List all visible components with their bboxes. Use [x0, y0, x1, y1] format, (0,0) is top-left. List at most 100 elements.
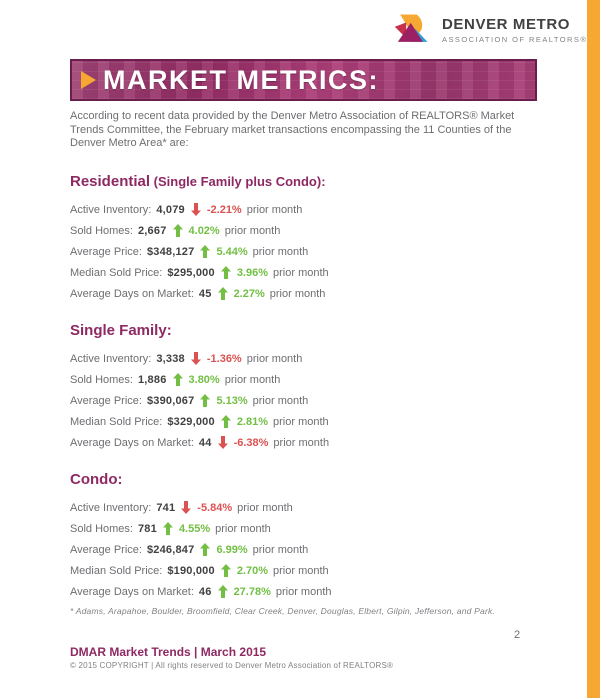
content-area: According to recent data provided by the… [70, 110, 532, 616]
metric-label: Average Days on Market: [70, 436, 194, 449]
metric-row: Median Sold Price: $295,000 3.96% prior … [70, 266, 532, 280]
metric-label: Average Days on Market: [70, 287, 194, 300]
sections: Residential (Single Family plus Condo): … [70, 171, 532, 599]
trend-arrow-icon [200, 543, 211, 557]
metric-suffix: prior month [246, 352, 303, 365]
metric-value: 46 [198, 585, 212, 598]
metric-percent: 2.27% [233, 287, 265, 300]
metric-row: Average Price: $348,127 5.44% prior mont… [70, 245, 532, 259]
metric-value: 741 [156, 501, 176, 514]
metric-percent: -1.36% [206, 352, 242, 365]
intro-paragraph: According to recent data provided by the… [70, 110, 515, 150]
section-title-sub: (Single Family plus Condo): [150, 174, 326, 190]
metric-label: Average Days on Market: [70, 585, 194, 598]
metric-value: 2,667 [137, 224, 167, 237]
metric-rows: Active Inventory: 741 -5.84% prior month… [70, 501, 532, 599]
metric-value: $295,000 [167, 266, 215, 279]
metric-label: Active Inventory: [70, 203, 152, 216]
metric-label: Active Inventory: [70, 352, 152, 365]
metric-label: Average Price: [70, 245, 142, 258]
metric-suffix: prior month [252, 245, 309, 258]
metric-value: 781 [137, 522, 157, 535]
section-title: Condo: [70, 469, 532, 488]
metric-row: Sold Homes: 781 4.55% prior month [70, 522, 532, 536]
section-title: Residential (Single Family plus Condo): [70, 171, 532, 190]
metric-rows: Active Inventory: 3,338 -1.36% prior mon… [70, 352, 532, 450]
footer-copyright: © 2015 COPYRIGHT | All rights reserved t… [70, 661, 394, 670]
metric-row: Average Price: $246,847 6.99% prior mont… [70, 543, 532, 557]
trend-arrow-icon [162, 522, 173, 536]
trend-arrow-icon [190, 203, 201, 217]
metric-percent: 4.02% [188, 224, 220, 237]
trend-arrow-icon [217, 585, 228, 599]
metric-row: Average Days on Market: 44 -6.38% prior … [70, 436, 532, 450]
metric-suffix: prior month [273, 436, 330, 449]
trend-arrow-icon [200, 245, 211, 259]
metric-value: 1,886 [137, 373, 167, 386]
logo-subtitle: ASSOCIATION OF REALTORS® [442, 35, 588, 44]
metric-row: Median Sold Price: $190,000 2.70% prior … [70, 564, 532, 578]
metric-label: Median Sold Price: [70, 564, 163, 577]
metric-suffix: prior month [252, 543, 309, 556]
metric-row: Active Inventory: 741 -5.84% prior month [70, 501, 532, 515]
metric-suffix: prior month [273, 266, 329, 279]
metric-row: Active Inventory: 4,079 -2.21% prior mon… [70, 203, 532, 217]
metric-percent: 6.99% [216, 543, 248, 556]
dmar-logo-icon [394, 14, 428, 42]
metric-percent: 5.13% [216, 394, 248, 407]
metric-percent: 27.78% [233, 585, 271, 598]
metrics-section: Single Family: Active Inventory: 3,338 -… [70, 320, 532, 450]
metric-row: Sold Homes: 1,886 3.80% prior month [70, 373, 532, 387]
market-metrics-banner: MARKET METRICS: [70, 59, 537, 101]
metric-row: Average Days on Market: 46 27.78% prior … [70, 585, 532, 599]
metric-label: Median Sold Price: [70, 415, 163, 428]
metric-percent: 2.70% [236, 564, 269, 577]
metric-value: $246,847 [146, 543, 195, 556]
trend-arrow-icon [220, 266, 231, 280]
trend-arrow-icon [220, 415, 231, 429]
section-title: Single Family: [70, 320, 532, 339]
metric-label: Sold Homes: [70, 224, 133, 237]
metric-value: 45 [198, 287, 212, 300]
metric-row: Average Days on Market: 45 2.27% prior m… [70, 287, 532, 301]
footer-title: DMAR Market Trends | March 2015 [70, 645, 267, 659]
section-title-main: Residential [70, 173, 151, 191]
metric-suffix: prior month [246, 203, 303, 216]
metric-suffix: prior month [237, 501, 293, 514]
metric-label: Active Inventory: [70, 501, 152, 514]
metric-suffix: prior month [215, 522, 271, 535]
metric-percent: -2.21% [206, 203, 242, 216]
metric-percent: 5.44% [216, 245, 248, 258]
metric-label: Median Sold Price: [70, 266, 163, 279]
metrics-section: Residential (Single Family plus Condo): … [70, 171, 532, 301]
triangle-bullet-icon [81, 71, 96, 89]
trend-arrow-icon [200, 394, 211, 408]
metric-label: Average Price: [70, 394, 142, 407]
trend-arrow-icon [190, 352, 201, 366]
trend-arrow-icon [217, 436, 228, 450]
trend-arrow-icon [181, 501, 192, 515]
metric-row: Active Inventory: 3,338 -1.36% prior mon… [70, 352, 532, 366]
metric-row: Sold Homes: 2,667 4.02% prior month [70, 224, 532, 238]
counties-footnote: * Adams, Arapahoe, Boulder, Broomfield, … [70, 606, 495, 617]
metric-percent: -6.38% [233, 436, 269, 449]
metric-suffix: prior month [224, 373, 281, 386]
metric-suffix: prior month [275, 585, 332, 598]
metric-suffix: prior month [269, 287, 326, 300]
metric-percent: 4.55% [178, 522, 211, 535]
metric-suffix: prior month [252, 394, 309, 407]
metric-percent: 2.81% [236, 415, 269, 428]
metric-value: $329,000 [167, 415, 215, 428]
metric-row: Median Sold Price: $329,000 2.81% prior … [70, 415, 532, 429]
metric-value: 4,079 [156, 203, 185, 216]
dmar-logo: DENVER METRO ASSOCIATION OF REALTORS® [391, 8, 587, 50]
logo-title: DENVER METRO [442, 16, 571, 33]
banner-title: MARKET METRICS: [103, 64, 379, 95]
metric-value: 44 [198, 436, 212, 449]
logo-text: DENVER METRO ASSOCIATION OF REALTORS® [442, 8, 587, 44]
page-number: 2 [514, 629, 521, 641]
metric-percent: 3.96% [236, 266, 269, 279]
metric-label: Sold Homes: [70, 373, 133, 386]
metrics-section: Condo: Active Inventory: 741 -5.84% prio… [70, 469, 532, 599]
metric-value: 3,338 [156, 352, 185, 365]
